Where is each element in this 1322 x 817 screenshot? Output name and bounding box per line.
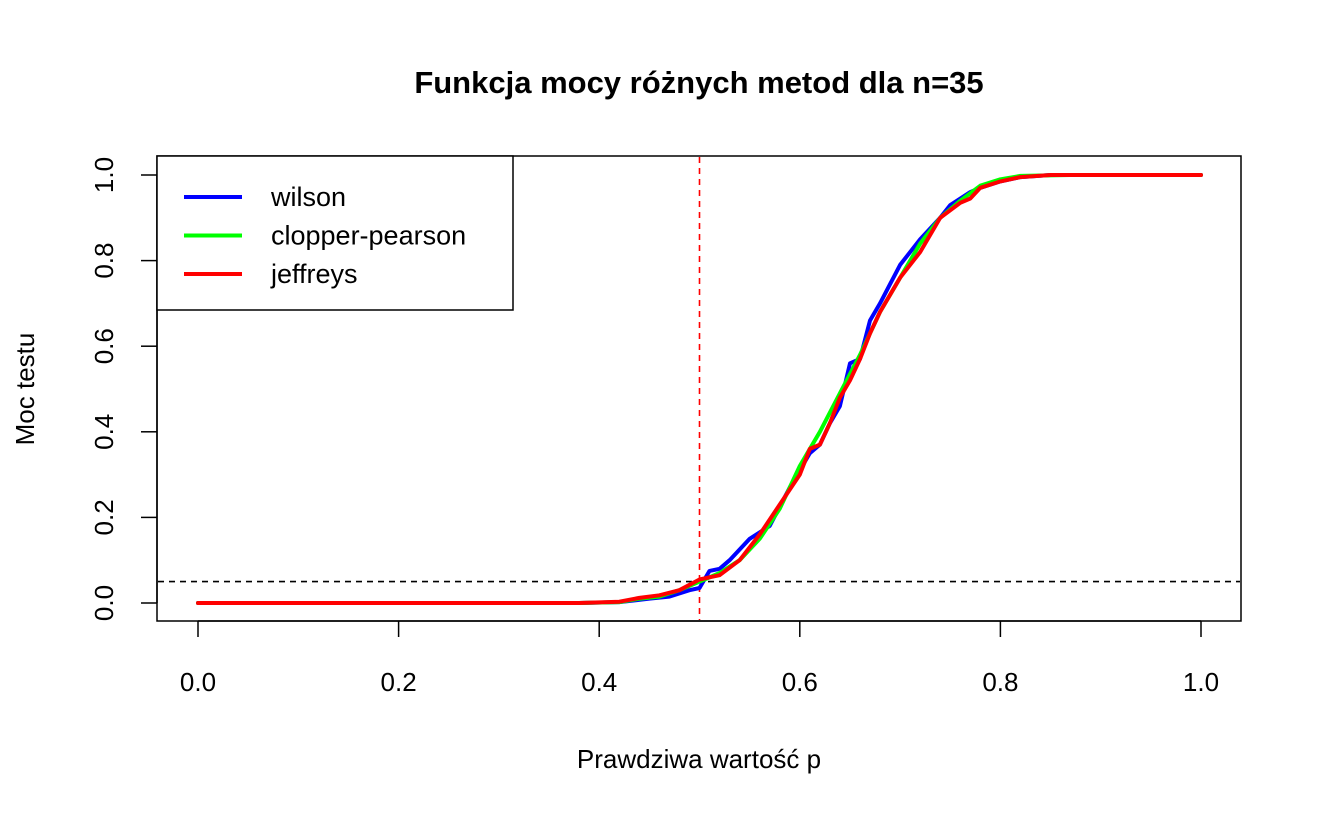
legend: wilson clopper-pearson jeffreys [156,155,514,311]
y-axis: 0.0 0.2 0.4 0.6 0.8 1.0 [89,157,158,621]
y-tick-label: 0.8 [89,243,119,279]
y-axis-label: Moc testu [10,333,40,446]
y-tick-label: 1.0 [89,157,119,193]
y-tick-label: 0.0 [89,585,119,621]
x-tick-label: 0.2 [381,667,417,697]
legend-box [156,155,514,311]
x-axis-label: Prawdziwa wartość p [577,744,821,774]
legend-label-jeffreys: jeffreys [270,259,358,289]
series-line-jeffreys [196,173,1203,605]
y-tick-label: 0.2 [89,499,119,535]
x-tick-label: 0.8 [982,667,1018,697]
x-axis: 0.0 0.2 0.4 0.6 0.8 1.0 [180,620,1219,697]
legend-label-clopper-pearson: clopper-pearson [271,221,466,251]
legend-label-wilson: wilson [270,182,346,212]
y-tick-label: 0.6 [89,328,119,364]
y-tick-label: 0.4 [89,414,119,450]
x-tick-label: 1.0 [1183,667,1219,697]
x-tick-label: 0.0 [180,667,216,697]
x-tick-label: 0.4 [581,667,617,697]
series-lines [196,173,1203,605]
x-tick-label: 0.6 [782,667,818,697]
chart-title: Funkcja mocy różnych metod dla n=35 [414,65,983,100]
